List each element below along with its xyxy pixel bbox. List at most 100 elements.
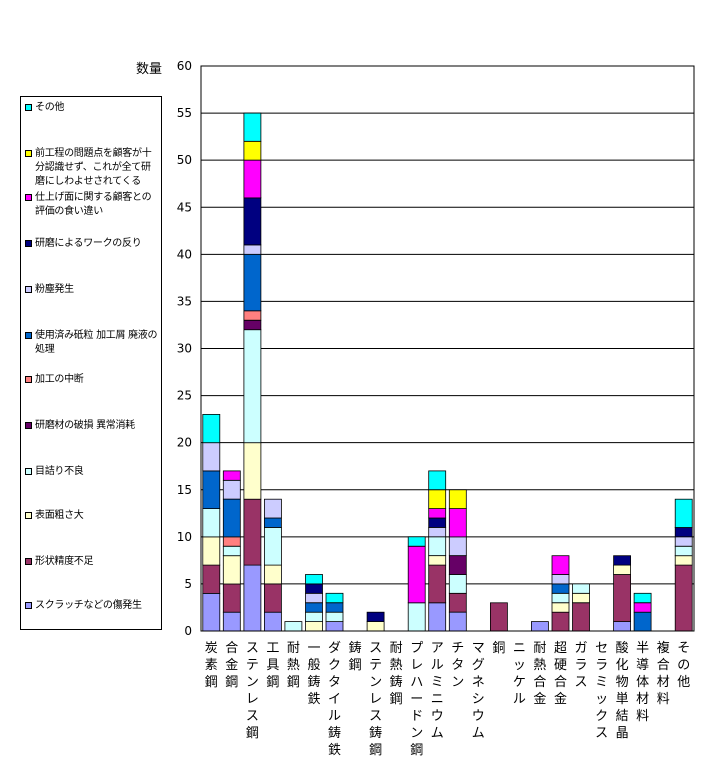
bar-segment — [305, 602, 323, 613]
bar-segment — [263, 611, 282, 632]
bar-segment — [448, 574, 467, 594]
bar-segment — [674, 545, 693, 557]
legend: その他前工程の問題点を顧客が十分認識せず、これが全て研磨にしわよせされてくる仕上… — [20, 96, 162, 630]
bar-segment — [305, 621, 323, 632]
y-tick-label: 50 — [177, 153, 192, 167]
bar-segment — [448, 592, 467, 613]
bar-segment — [202, 442, 221, 472]
x-tick-label: 酸化物単結晶 — [616, 641, 629, 741]
bar-segment — [428, 564, 447, 604]
legend-item: 粉塵発生 — [25, 283, 159, 297]
bar-segment — [407, 602, 426, 632]
bar-segment — [243, 140, 262, 161]
legend-label: 仕上げ面に関する顧客との評価の食い違い — [35, 192, 152, 217]
x-tick-labels: 炭素鋼合金鋼ステンレス鋼工具鋼耐熱鋼一般鋳鉄ダクタイル鋳鉄鋳鋼ステンレス鋳鋼耐熱… — [205, 640, 690, 758]
bar-segment — [202, 564, 221, 594]
x-tick-label: 工具鋼 — [266, 641, 279, 690]
x-tick-label: 合金鋼 — [225, 641, 238, 690]
y-tick-labels: 0 5 10 15 20 25 30 35 40 45 50 55 60 — [177, 59, 192, 638]
bar-segment — [448, 489, 467, 509]
bar-segment — [202, 536, 221, 566]
legend-item: 加工の中断 — [25, 373, 159, 387]
legend-swatch — [25, 376, 32, 383]
x-tick-label: ガラス — [574, 641, 587, 690]
bar-segment — [428, 527, 447, 538]
bar-segment — [243, 310, 262, 321]
bar-segment — [202, 413, 221, 444]
bar-segment — [613, 555, 631, 566]
bar-segment — [633, 602, 652, 613]
legend-item: 形状精度不足 — [25, 555, 159, 569]
bar-segment — [222, 545, 241, 557]
legend-item: その他 — [25, 101, 159, 115]
legend-label: 前工程の問題点を顧客が十分認識せず、これが全て研磨にしわよせされてくる — [35, 148, 152, 187]
bar-segment — [222, 470, 241, 481]
bar-segment — [222, 583, 241, 613]
y-tick-label: 30 — [177, 342, 192, 356]
x-tick-label: アルミニウム — [431, 641, 444, 741]
y-tick-label: 5 — [184, 577, 192, 591]
bar-segment — [551, 574, 570, 585]
plot-frame — [200, 65, 695, 632]
legend-label: 表面粗さ大 — [35, 510, 84, 521]
x-tick-label: ステンレス鋼 — [246, 641, 259, 741]
bar-segment — [284, 621, 303, 632]
bar-segment — [243, 112, 262, 142]
bar-segment — [674, 498, 693, 528]
bar-segment — [243, 329, 262, 444]
x-tick-label: 一般鋳鉄 — [307, 641, 320, 707]
bar-segment — [572, 583, 590, 594]
bar-segment — [366, 621, 385, 632]
x-tick-label: ニッケル — [513, 641, 526, 707]
bar-segment — [674, 555, 693, 566]
bar-segment — [263, 583, 282, 613]
bar-segment — [263, 527, 282, 566]
bar-segment — [551, 555, 570, 575]
bar-segment — [366, 611, 385, 623]
legend-swatch — [25, 332, 32, 339]
legend-label: スクラッチなどの傷発生 — [35, 600, 142, 611]
bar-segment — [613, 564, 631, 575]
bar-segment — [222, 611, 241, 632]
bar-segment — [305, 583, 323, 594]
x-tick-label: チタン — [451, 641, 464, 690]
bar-segment — [428, 489, 447, 509]
bar-segment — [633, 611, 652, 632]
bar-segment — [305, 611, 323, 623]
y-tick-label: 40 — [177, 247, 192, 261]
y-tick-label: 0 — [184, 624, 192, 638]
bar-segment — [243, 319, 262, 331]
legend-swatch — [25, 512, 32, 519]
bar-segment — [572, 602, 590, 632]
bar-segment — [325, 611, 344, 623]
legend-label: 使用済み砥粒 加工屑 廃液の処理 — [35, 330, 158, 355]
y-tick-label: 25 — [177, 389, 192, 403]
bar-segment — [613, 621, 631, 632]
legend-swatch — [25, 422, 32, 429]
bar-segment — [243, 498, 262, 566]
y-tick-label: 55 — [177, 106, 192, 120]
bar-segment — [263, 498, 282, 519]
bar-segment — [448, 536, 467, 556]
legend-swatch — [25, 602, 32, 609]
bars — [202, 112, 693, 632]
bar-segment — [448, 611, 467, 632]
x-tick-label: 炭素鋼 — [205, 641, 218, 690]
legend-item: 仕上げ面に関する顧客との評価の食い違い — [25, 191, 159, 219]
x-tick-label: 超硬合金 — [554, 641, 567, 707]
bar-segment — [243, 253, 262, 312]
bar-segment — [325, 602, 344, 613]
bar-segment — [325, 621, 344, 632]
bar-segment — [428, 536, 447, 556]
bar-segment — [407, 545, 426, 604]
legend-swatch — [25, 104, 32, 111]
legend-swatch — [25, 286, 32, 293]
y-tick-label: 15 — [177, 483, 192, 497]
bar-segment — [551, 602, 570, 613]
legend-swatch — [25, 150, 32, 157]
legend-item: 使用済み砥粒 加工屑 廃液の処理 — [25, 329, 159, 357]
bar-segment — [674, 564, 693, 632]
bar-segment — [551, 611, 570, 632]
x-tick-label: 耐熱鋳鋼 — [390, 641, 403, 707]
